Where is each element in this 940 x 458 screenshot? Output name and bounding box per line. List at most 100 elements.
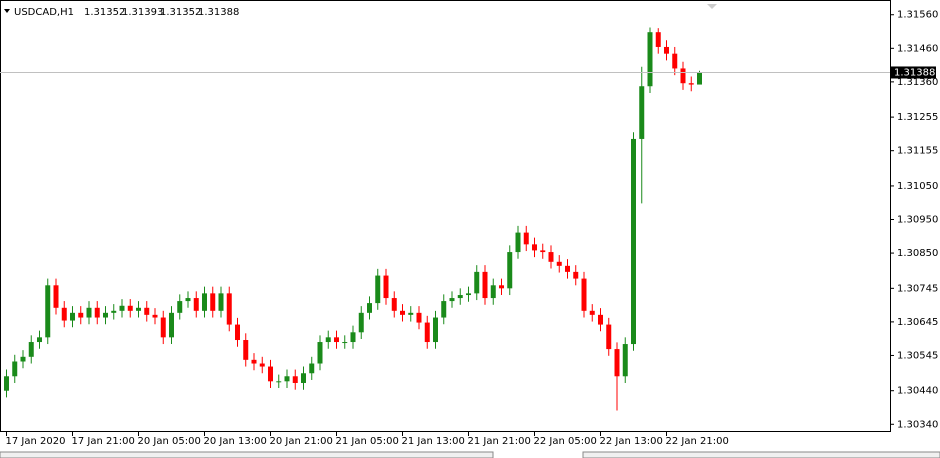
x-tick-label: 17 Jan 21:00 xyxy=(72,436,135,447)
candle-body xyxy=(218,293,224,311)
candle-body xyxy=(78,312,84,318)
candle-body xyxy=(235,324,240,341)
candle-body xyxy=(169,312,174,338)
symbol: USDCAD,H1 xyxy=(14,7,74,18)
candle-body xyxy=(639,86,645,139)
candle-body xyxy=(581,278,587,311)
candle-body xyxy=(284,376,290,382)
candle-body xyxy=(400,310,405,315)
candle-body xyxy=(367,303,372,313)
price-label: 1.31388 xyxy=(894,67,935,78)
x-tick-label: 21 Jan 13:00 xyxy=(402,436,465,447)
candle-body xyxy=(61,307,67,321)
candle-body xyxy=(86,307,92,318)
candle-body xyxy=(251,359,257,364)
menu-arrow[interactable] xyxy=(4,9,10,13)
candle-body xyxy=(94,307,100,318)
candle-body xyxy=(317,342,323,364)
candle-body xyxy=(309,363,315,374)
y-tick-label: 1.30340 xyxy=(897,419,938,430)
candle-body xyxy=(680,68,686,84)
candle-body xyxy=(441,301,447,318)
candle-body xyxy=(276,381,282,383)
candle-body xyxy=(210,293,216,311)
tab-bar xyxy=(0,451,494,458)
candle-body xyxy=(301,373,306,383)
x-tick-label: 21 Jan 21:00 xyxy=(468,436,531,447)
y-tick-label: 1.30440 xyxy=(897,386,938,397)
y-tick-label: 1.31050 xyxy=(897,181,938,192)
candle-body xyxy=(622,344,628,377)
candle-body xyxy=(53,285,59,308)
candle-body xyxy=(177,301,183,313)
x-tick-label: 22 Jan 13:00 xyxy=(600,436,663,447)
candle-body xyxy=(383,275,389,299)
candle-body xyxy=(631,138,636,345)
candle-body xyxy=(119,305,125,311)
candle-body xyxy=(391,298,397,311)
candle-body xyxy=(457,295,463,299)
x-tick-label: 21 Jan 05:00 xyxy=(336,436,399,447)
candle-body xyxy=(565,265,570,272)
candle-body xyxy=(342,342,348,344)
candle-body xyxy=(45,285,51,338)
candle-body xyxy=(226,293,232,325)
candle-body xyxy=(103,312,108,318)
candle-body xyxy=(697,72,702,85)
y-tick-label: 1.30545 xyxy=(897,350,938,361)
candle-body xyxy=(350,332,356,343)
candle-body xyxy=(655,32,661,47)
candle-body xyxy=(672,53,678,69)
candle-body xyxy=(507,252,513,289)
candle-body xyxy=(334,337,339,343)
candle-body xyxy=(152,314,158,318)
candle-body xyxy=(292,376,298,383)
candle-body xyxy=(598,314,603,325)
candle-body xyxy=(433,317,438,343)
candle-body xyxy=(70,312,75,321)
price-label-box xyxy=(891,66,936,79)
y-tick-label: 1.31360 xyxy=(897,77,938,88)
candle-body xyxy=(127,305,133,311)
candle-body xyxy=(358,312,364,333)
y-tick-label: 1.30645 xyxy=(897,317,938,328)
header-high: 1.31393 xyxy=(122,7,163,18)
candle-body xyxy=(160,317,166,338)
x-tick-label: 20 Jan 21:00 xyxy=(270,436,333,447)
candle-body xyxy=(202,293,207,311)
y-tick-label: 1.30850 xyxy=(897,248,938,259)
y-tick-label: 1.31255 xyxy=(897,112,938,123)
candle-body xyxy=(424,322,430,343)
candle-body xyxy=(606,324,612,350)
candle-body xyxy=(144,307,150,315)
x-tick-label: 22 Jan 21:00 xyxy=(666,436,729,447)
candle-body xyxy=(193,298,199,311)
candle-body xyxy=(688,83,694,85)
candle-body xyxy=(573,271,579,279)
header-low: 1.31352 xyxy=(160,7,201,18)
candle-body xyxy=(375,275,381,304)
header-open: 1.31352 xyxy=(84,7,125,18)
candle-body xyxy=(449,298,455,302)
candle-body xyxy=(589,310,595,315)
candle-body xyxy=(532,244,537,251)
candle-body xyxy=(540,250,546,253)
candle-body xyxy=(259,363,265,367)
scroll-marker xyxy=(707,4,717,9)
x-tick-label: 20 Jan 13:00 xyxy=(204,436,267,447)
candle-body xyxy=(499,285,504,289)
y-tick-label: 1.31460 xyxy=(897,43,938,54)
candle-body xyxy=(416,312,422,323)
candle-body xyxy=(20,356,26,362)
header-close: 1.31388 xyxy=(198,7,239,18)
y-tick-label: 1.30745 xyxy=(897,283,938,294)
candle-body xyxy=(647,32,653,87)
candle-body xyxy=(466,293,471,296)
candle-body xyxy=(482,271,488,299)
y-tick-label: 1.30950 xyxy=(897,215,938,226)
tab-bar xyxy=(582,451,940,458)
candle-body xyxy=(408,312,414,315)
candle-body xyxy=(523,232,529,245)
